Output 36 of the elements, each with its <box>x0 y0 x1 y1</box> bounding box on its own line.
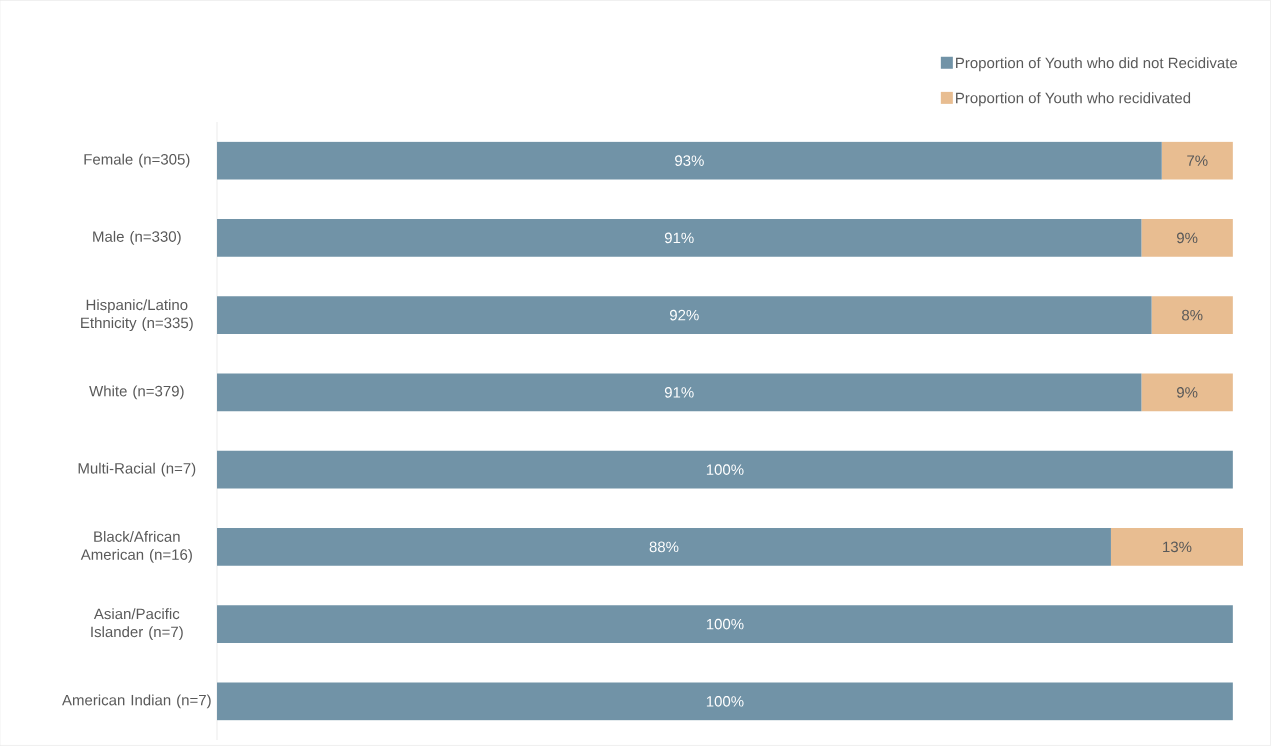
bar <box>217 141 1162 180</box>
data-label: 100% <box>706 618 744 630</box>
data-label: 8% <box>1182 309 1203 321</box>
y-tick-label: Male (n=330) <box>93 230 181 245</box>
y-tick-label: Hispanic/Latino Ethnicity (n=335) <box>81 299 193 332</box>
bar <box>1110 527 1243 566</box>
data-label: 100% <box>706 696 744 707</box>
bar <box>1161 141 1233 180</box>
y-tick-label: Female (n=305) <box>84 153 190 168</box>
bar <box>217 682 1233 721</box>
bar <box>217 218 1142 257</box>
data-label: 9% <box>1177 387 1198 398</box>
y-tick-label: Multi-Racial (n=7) <box>78 462 196 477</box>
data-label: 93% <box>675 155 704 166</box>
bar <box>217 296 1152 335</box>
data-label: 100% <box>706 464 744 475</box>
bar <box>217 527 1111 566</box>
bar <box>1141 373 1233 412</box>
y-tick-label: Asian/Pacific Islander (n=7) <box>91 608 183 641</box>
data-label: 91% <box>664 232 694 244</box>
y-tick-label: White (n=379) <box>89 385 184 400</box>
legend-label: Proportion of Youth who did not Recidivate <box>956 57 1238 72</box>
bar <box>217 605 1233 644</box>
data-label: 13% <box>1163 541 1192 553</box>
data-label: 9% <box>1177 232 1198 244</box>
bar <box>1141 218 1233 257</box>
data-label: 7% <box>1187 155 1208 166</box>
bar <box>217 373 1142 412</box>
bar <box>217 450 1233 489</box>
legend-label: Proportion of Youth who recidivated <box>956 92 1191 107</box>
data-label: 92% <box>669 309 699 321</box>
y-tick-label: Black/African American (n=16) <box>80 530 192 563</box>
data-label: 88% <box>649 541 679 553</box>
data-label: 91% <box>664 387 694 398</box>
bar <box>1151 296 1233 335</box>
y-tick-label: American Indian (n=7) <box>62 694 211 709</box>
